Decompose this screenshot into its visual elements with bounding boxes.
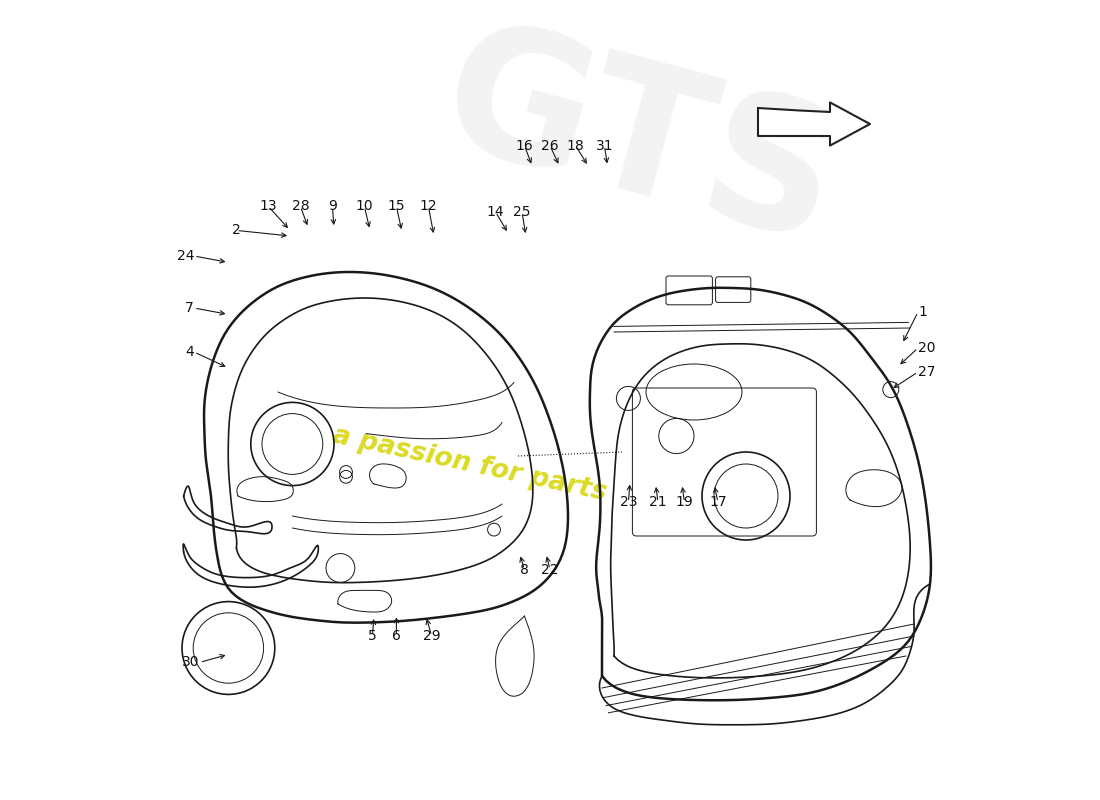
Text: a passion for parts: a passion for parts [330, 422, 609, 506]
Text: 22: 22 [541, 562, 559, 577]
Text: 2: 2 [232, 223, 241, 238]
Text: 24: 24 [176, 249, 194, 263]
Text: 8: 8 [520, 562, 529, 577]
Polygon shape [758, 102, 870, 146]
Text: 23: 23 [619, 495, 637, 510]
Text: 5: 5 [368, 629, 377, 643]
Text: 29: 29 [422, 629, 440, 643]
Text: 13: 13 [260, 199, 277, 214]
Text: 10: 10 [355, 199, 373, 214]
Text: GTS: GTS [424, 7, 854, 281]
Text: 1: 1 [918, 305, 927, 319]
Text: 15: 15 [387, 199, 405, 214]
Text: 31: 31 [595, 138, 613, 153]
Text: 6: 6 [392, 629, 400, 643]
Text: 14: 14 [487, 205, 505, 219]
Text: 26: 26 [541, 138, 559, 153]
Text: 9: 9 [328, 199, 337, 214]
Text: 27: 27 [918, 365, 935, 379]
Text: 17: 17 [710, 495, 727, 510]
Text: 12: 12 [419, 199, 437, 214]
Text: 20: 20 [918, 341, 935, 355]
Text: 4: 4 [185, 345, 194, 359]
Text: 28: 28 [292, 199, 309, 214]
Text: 19: 19 [675, 495, 693, 510]
Text: 7: 7 [185, 301, 194, 315]
Text: 30: 30 [183, 655, 199, 670]
Text: 25: 25 [514, 205, 530, 219]
Text: 18: 18 [566, 138, 584, 153]
Text: 16: 16 [516, 138, 534, 153]
Text: 21: 21 [649, 495, 667, 510]
